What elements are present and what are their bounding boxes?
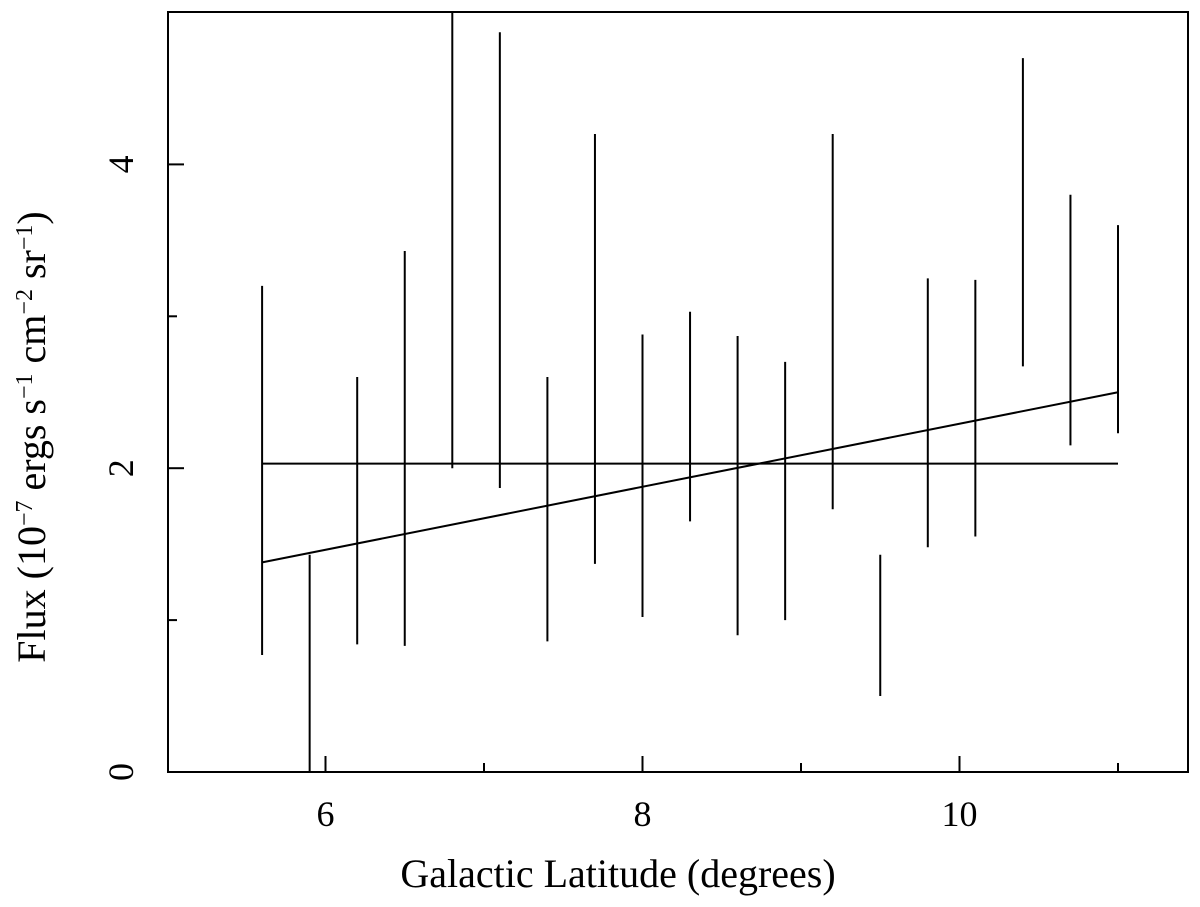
- series-layer: [261, 12, 1119, 772]
- x-axis-label: Galactic Latitude (degrees): [400, 851, 835, 896]
- x-axis-ticks: [324, 756, 1119, 772]
- x-tick-label: 8: [634, 794, 652, 834]
- y-tick-label: 0: [101, 763, 141, 781]
- x-tick-label: 10: [942, 794, 978, 834]
- x-axis-tick-labels: 6 8 10: [317, 794, 978, 834]
- y-axis-label-text: ): [9, 211, 54, 224]
- y-axis-label: Flux (10−7 ergs s−1 cm−2 sr−1): [9, 211, 54, 662]
- plot-frame: [167, 11, 1189, 773]
- y-axis-label-exponent: −1: [12, 225, 38, 251]
- x-tick-label: 6: [317, 794, 335, 834]
- y-axis-label-text: ergs s: [9, 399, 54, 500]
- y-axis-tick-labels: 0 2 4: [101, 155, 141, 781]
- y-axis-label-text: cm: [9, 315, 54, 374]
- fit-line: [261, 391, 1119, 564]
- y-axis-label-exponent: −2: [12, 289, 38, 315]
- y-axis-label-exponent: −7: [12, 500, 38, 526]
- y-tick-label: 4: [101, 155, 141, 173]
- y-tick-label: 2: [101, 459, 141, 477]
- y-axis-ticks: [168, 163, 184, 773]
- y-axis-label-text: sr: [9, 250, 54, 289]
- y-axis-label-text: Flux (10: [9, 526, 54, 663]
- y-axis-label-exponent: −1: [12, 373, 38, 399]
